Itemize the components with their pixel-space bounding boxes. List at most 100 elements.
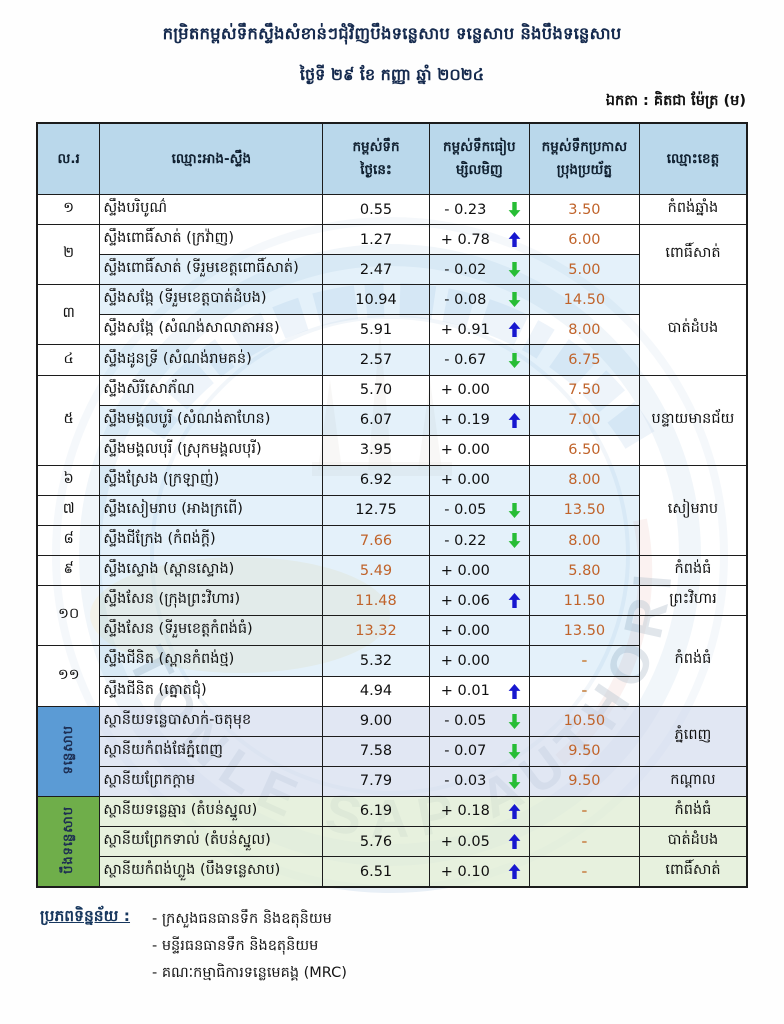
- row-number-cell: ៥: [36, 374, 101, 466]
- today-level-cell: 4.94: [322, 675, 430, 707]
- warning-level-cell: -: [528, 675, 640, 707]
- trend-up-icon: [507, 834, 522, 850]
- province-cell: កណ្តាល: [638, 765, 748, 797]
- row-number-cell: ១: [36, 193, 101, 226]
- trend-up-icon: [507, 864, 522, 880]
- trend-down-icon: [507, 743, 522, 759]
- station-name-cell: ស្ទឹងដូនទ្រី (សំណង់រាមគន់): [99, 344, 324, 376]
- province-cell: បាត់ដំបង: [638, 284, 748, 376]
- today-level-cell: 2.47: [322, 254, 430, 286]
- today-level-cell: 13.32: [322, 615, 430, 647]
- header: កម្រិតកម្ពស់ទឹកស្ទឹងសំខាន់ៗជុំវិញបឹងទន្ល…: [0, 24, 784, 88]
- group-label: បឹងទន្លេសាប: [61, 805, 77, 874]
- station-name-cell: ស្ទឹងស្រែង (ក្រឡាញ់): [99, 464, 324, 496]
- warning-level-cell: 9.50: [528, 765, 640, 797]
- trend-up-icon: [507, 232, 522, 248]
- change-inner: - 0.67: [433, 352, 526, 368]
- today-level-cell: 2.57: [322, 344, 430, 376]
- change-inner: - 0.03: [433, 773, 526, 789]
- group-label-cell: ទន្លេសាប: [36, 705, 101, 797]
- change-value: - 0.05: [444, 502, 487, 519]
- table-row: ស្ទឹងមង្គលបូរី (សំណង់តាហែន) 6.07 + 0.19 7.0…: [37, 404, 747, 436]
- station-name-cell: ស្ទឹងសង្កែ (ទីរួមខេត្តបាត់ដំបង): [99, 284, 324, 316]
- col-header-name: ឈ្មោះអាង-ស្ទឹង: [99, 122, 324, 195]
- today-level-cell: 1.27: [322, 224, 430, 256]
- station-name-cell: ស្ទឹងសៀមរាប (អាងក្រពើ): [99, 494, 324, 527]
- change-cell: - 0.23: [428, 193, 530, 226]
- change-cell: + 0.19: [428, 404, 530, 436]
- table-row: ស្ថានីយកំពង់ហ្លួង (បឹងទន្លេសាប) 6.51 + 0.1…: [37, 856, 748, 888]
- water-level-table: ល.រ ឈ្មោះអាង-ស្ទឹង កម្ពស់ទឹក ថ្ងៃនេះ កម្ពស់…: [36, 122, 748, 889]
- warning-level-cell: -: [528, 645, 640, 677]
- table-row: ស្ទឹងសែន (ទីរួមខេត្តកំពង់ធំ) 13.32 + 0.00 1…: [37, 615, 748, 707]
- trend-up-icon: [507, 322, 522, 338]
- warning-level-cell: 8.00: [528, 525, 640, 557]
- change-value: - 0.05: [444, 713, 487, 730]
- page-date: ថ្ងៃទី ២៩ ខែ កញ្ញា ឆ្នាំ ២០២៤: [299, 65, 485, 84]
- today-level-cell: 10.94: [322, 284, 430, 316]
- table-row: ១០ ស្ទឹងសែន (ក្រុងព្រះវិហារ) 11.48 + 0.06 11…: [36, 585, 748, 647]
- today-level-cell: 9.00: [322, 705, 430, 737]
- row-number-cell: ៤: [36, 344, 101, 376]
- trend-down-icon: [507, 262, 522, 278]
- table-header-row: ល.រ ឈ្មោះអាង-ស្ទឹង កម្ពស់ទឹក ថ្ងៃនេះ កម្ពស់…: [36, 122, 748, 195]
- station-name-cell: ស្ថានីយកំពង់ហ្លួង (បឹងទន្លេសាប): [99, 856, 324, 888]
- warning-level-cell: 5.80: [528, 555, 640, 587]
- table-row: ៤ស្ទឹងដូនទ្រី (សំណង់រាមគន់) 2.57 - 0.67 6.7…: [36, 344, 747, 376]
- change-inner: - 0.05: [433, 713, 526, 729]
- warning-level-cell: 6.75: [528, 344, 640, 376]
- change-cell: - 0.67: [428, 344, 530, 376]
- trend-none: [507, 623, 522, 638]
- row-number-cell: ៩: [36, 555, 101, 587]
- warning-level-cell: 3.50: [528, 193, 640, 226]
- warning-level-cell: 11.50: [528, 585, 640, 617]
- warning-level-cell: 6.50: [528, 434, 640, 466]
- table-row: ២ស្ទឹងពោធិ៍សាត់ (ក្រវ៉ាញ) 1.27 + 0.78 6.00 ព…: [36, 224, 748, 286]
- province-cell: បាត់ដំបង: [638, 825, 748, 858]
- change-cell: + 0.00: [428, 434, 530, 466]
- province-cell: កំពង់ធំ: [638, 795, 748, 827]
- row-number-cell: ៧: [36, 494, 101, 527]
- col-header-province: ឈ្មោះខេត្ត: [638, 122, 748, 195]
- change-value: + 0.18: [440, 803, 490, 820]
- today-level-cell: 12.75: [322, 494, 430, 527]
- today-level-cell: 6.07: [322, 404, 430, 436]
- change-cell: + 0.01: [428, 675, 530, 707]
- today-level-cell: 0.55: [322, 193, 430, 226]
- today-level-cell: 6.92: [322, 464, 430, 496]
- trend-down-icon: [507, 202, 522, 218]
- change-cell: + 0.18: [428, 795, 530, 827]
- change-cell: + 0.10: [428, 856, 530, 888]
- table-row: ៨ស្ទឹងជីក្រែង (កំពង់ក្តី) 7.66 - 0.22 8.00: [36, 525, 747, 557]
- change-inner: + 0.91: [433, 322, 526, 338]
- province-cell: កំពង់ធំ: [638, 555, 748, 587]
- change-value: + 0.00: [440, 562, 490, 579]
- row-number-cell: ៣: [36, 284, 101, 346]
- change-cell: - 0.07: [428, 735, 530, 767]
- data-source-item: - មន្ទីរធនធានទឹក និងឧតុនិយម: [152, 937, 319, 954]
- trend-none: [507, 653, 522, 668]
- province-cell: កំពង់ឆ្នាំង: [638, 193, 748, 226]
- row-number-cell: ៦: [36, 464, 101, 496]
- today-level-cell: 3.95: [322, 434, 430, 466]
- change-value: + 0.05: [440, 833, 490, 850]
- trend-down-icon: [507, 773, 522, 789]
- group-label-cell: បឹងទន្លេសាប: [36, 795, 101, 888]
- row-number-cell: ១០: [36, 585, 101, 647]
- table-row: ស្ទឹងមង្គលបុរី (ស្រុកមង្គលបុរី) 3.95 + 0.0…: [37, 434, 747, 466]
- change-inner: - 0.23: [433, 202, 526, 218]
- change-value: + 0.91: [440, 321, 490, 338]
- today-level-cell: 6.19: [322, 795, 430, 827]
- change-value: + 0.00: [440, 382, 490, 399]
- change-value: - 0.23: [444, 201, 487, 218]
- change-cell: + 0.78: [428, 224, 530, 256]
- trend-up-icon: [507, 683, 522, 699]
- station-name-cell: ស្ទឹងសង្កែ (សំណង់សាលាតាអន): [99, 314, 324, 346]
- table-row: ៦ស្ទឹងស្រែង (ក្រឡាញ់) 6.92 + 0.00 8.00 សៀមរា…: [36, 464, 748, 557]
- data-source-list: - ក្រសួងធនធានទឹក និងឧតុនិយម - មន្ទីរធនធា…: [152, 906, 347, 986]
- trend-none: [507, 383, 522, 398]
- trend-none: [507, 443, 522, 458]
- change-value: - 0.67: [444, 352, 487, 369]
- table-row: ទន្លេសាប ស្ថានីយទន្លេបាសាក់-ចតុមុខ 9.00 - 0…: [36, 705, 748, 797]
- col-header-today: កម្ពស់ទឹក ថ្ងៃនេះ: [322, 122, 430, 195]
